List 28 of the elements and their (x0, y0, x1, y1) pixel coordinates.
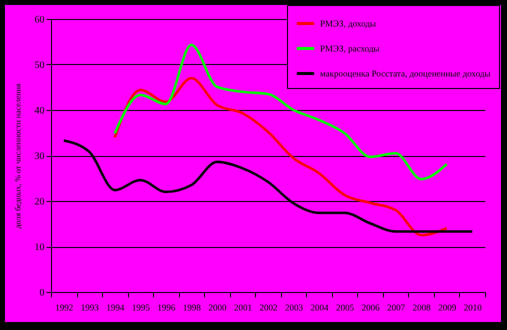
x-tick-label: 1994 (106, 302, 125, 312)
legend-label: РМЭЗ, доходы (320, 18, 376, 28)
x-tick-label: 1996 (157, 302, 176, 312)
x-tick-label: 2002 (260, 302, 278, 312)
y-tick-label: 40 (34, 106, 44, 116)
y-tick-label: 60 (34, 14, 44, 26)
y-tick-label: 0 (40, 288, 44, 298)
y-tick-label: 30 (34, 151, 44, 162)
y-tick-label: 10 (34, 242, 44, 253)
x-tick-label: 1998 (182, 302, 202, 312)
x-tick-label: 1993 (80, 302, 100, 312)
x-tick-label: 1992 (55, 302, 74, 312)
y-axis-title: доля бедных, % от численности населения (14, 83, 22, 229)
legend-label: РМЭЗ, расходы (320, 44, 380, 54)
legend-label: макрооценка Росстата, дооцененные доходы (320, 68, 490, 78)
x-tick-label: 2008 (412, 302, 432, 312)
x-tick-label: 2007 (387, 302, 406, 312)
x-tick-label: 2004 (310, 302, 330, 312)
x-tick-label: 2010 (464, 302, 482, 312)
x-tick-label: 2006 (362, 302, 380, 312)
x-tick-label: 2005 (336, 302, 355, 312)
y-tick-label: 20 (34, 196, 44, 208)
x-tick-label: 2003 (285, 302, 304, 312)
x-tick-label: 2009 (438, 302, 457, 312)
x-tick-label: 2000 (208, 302, 227, 312)
x-tick-label: 2001 (234, 302, 252, 312)
y-tick-label: 50 (34, 60, 44, 71)
x-tick-label: 1995 (132, 302, 150, 312)
